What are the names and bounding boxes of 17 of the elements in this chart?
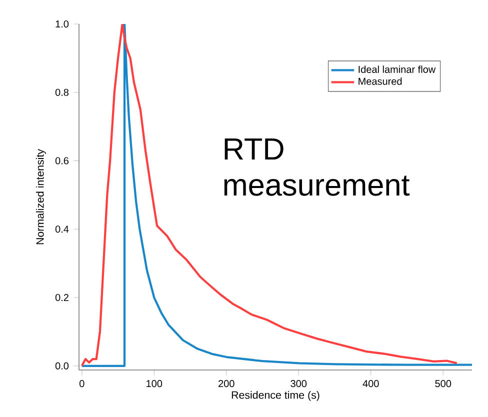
y-axis-title: Normalized intensity — [36, 149, 46, 244]
legend-label: Ideal laminar flow — [358, 66, 436, 73]
x-tick-label: 300 — [290, 380, 307, 388]
x-tick-label: 0 — [80, 380, 84, 388]
y-tick-label: 0.6 — [55, 157, 69, 164]
y-tick-label: 1.0 — [56, 20, 69, 28]
annotation: RTD measurement — [224, 138, 410, 196]
y-tick-label: 0.2 — [55, 294, 68, 302]
y-tick-label: 0.0 — [55, 362, 69, 370]
x-tick-label: 200 — [218, 380, 234, 388]
legend-label: Measured — [358, 78, 402, 85]
y-tick-label: 0.8 — [55, 88, 69, 96]
x-tick-label: 100 — [146, 380, 162, 388]
x-tick-label: 400 — [362, 380, 379, 388]
y-tick-label: 0.4 — [55, 226, 69, 233]
x-tick-label: 500 — [435, 380, 452, 388]
x-axis-title: Residence time (s) — [232, 390, 320, 401]
